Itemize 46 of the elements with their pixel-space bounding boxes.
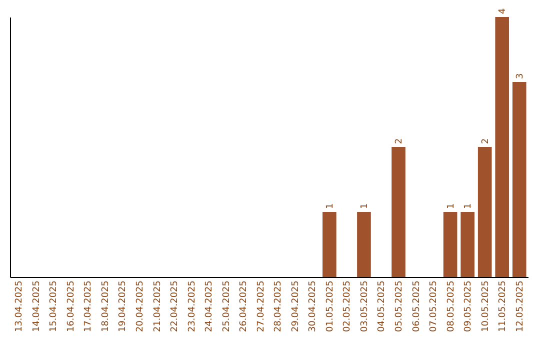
x-tick-label: 21.04.2025 <box>152 280 163 332</box>
x-tick-label: 27.04.2025 <box>256 280 266 332</box>
bar <box>392 147 406 277</box>
data-label: 1 <box>446 203 456 209</box>
x-tick-label: 01.05.2025 <box>325 280 336 332</box>
x-tick-label: 20.04.2025 <box>136 280 146 332</box>
data-label: 1 <box>360 203 370 209</box>
x-tick-label: 09.05.2025 <box>464 280 474 332</box>
x-tick-label: 12.05.2025 <box>515 280 526 332</box>
bar <box>460 212 474 277</box>
data-label: 2 <box>480 138 491 144</box>
x-tick-label: 22.04.2025 <box>170 280 180 332</box>
bar <box>357 212 371 277</box>
x-tick-label: 05.05.2025 <box>394 280 404 332</box>
x-tick-label: 30.04.2025 <box>308 280 318 332</box>
x-tick-label: 10.05.2025 <box>480 280 491 332</box>
x-tick-label: 16.04.2025 <box>66 280 76 332</box>
bar <box>478 147 492 277</box>
bar <box>512 82 526 277</box>
x-tick-label: 13.04.2025 <box>14 280 25 332</box>
x-tick-label: 26.04.2025 <box>239 280 250 332</box>
data-label: 1 <box>325 203 336 209</box>
x-tick-label: 11.05.2025 <box>498 280 508 332</box>
data-label: 3 <box>515 73 526 79</box>
x-tick-label: 23.04.2025 <box>187 280 198 332</box>
x-tick-label: 29.04.2025 <box>290 280 301 332</box>
x-tick-label: 19.04.2025 <box>118 280 128 332</box>
x-tick-label: 25.04.2025 <box>222 280 232 332</box>
x-tick-label: 24.04.2025 <box>204 280 215 332</box>
x-tick-label: 28.04.2025 <box>274 280 284 332</box>
x-tick-label: 02.05.2025 <box>342 280 353 332</box>
x-tick-label: 14.04.2025 <box>32 280 42 332</box>
x-tick-label: 03.05.2025 <box>360 280 370 332</box>
x-tick-label: 15.04.2025 <box>49 280 60 332</box>
data-label: 4 <box>498 8 508 14</box>
data-label: 1 <box>464 203 474 209</box>
x-tick-label: 08.05.2025 <box>446 280 456 332</box>
x-tick-label: 17.04.2025 <box>84 280 94 332</box>
x-tick-label: 04.05.2025 <box>377 280 388 332</box>
bar <box>495 17 510 277</box>
x-tick-label: 07.05.2025 <box>429 280 440 332</box>
x-tick-label: 06.05.2025 <box>412 280 422 332</box>
bar <box>443 212 458 277</box>
x-tick-label: 18.04.2025 <box>100 280 111 332</box>
data-label: 2 <box>394 138 404 144</box>
bar <box>322 212 336 277</box>
